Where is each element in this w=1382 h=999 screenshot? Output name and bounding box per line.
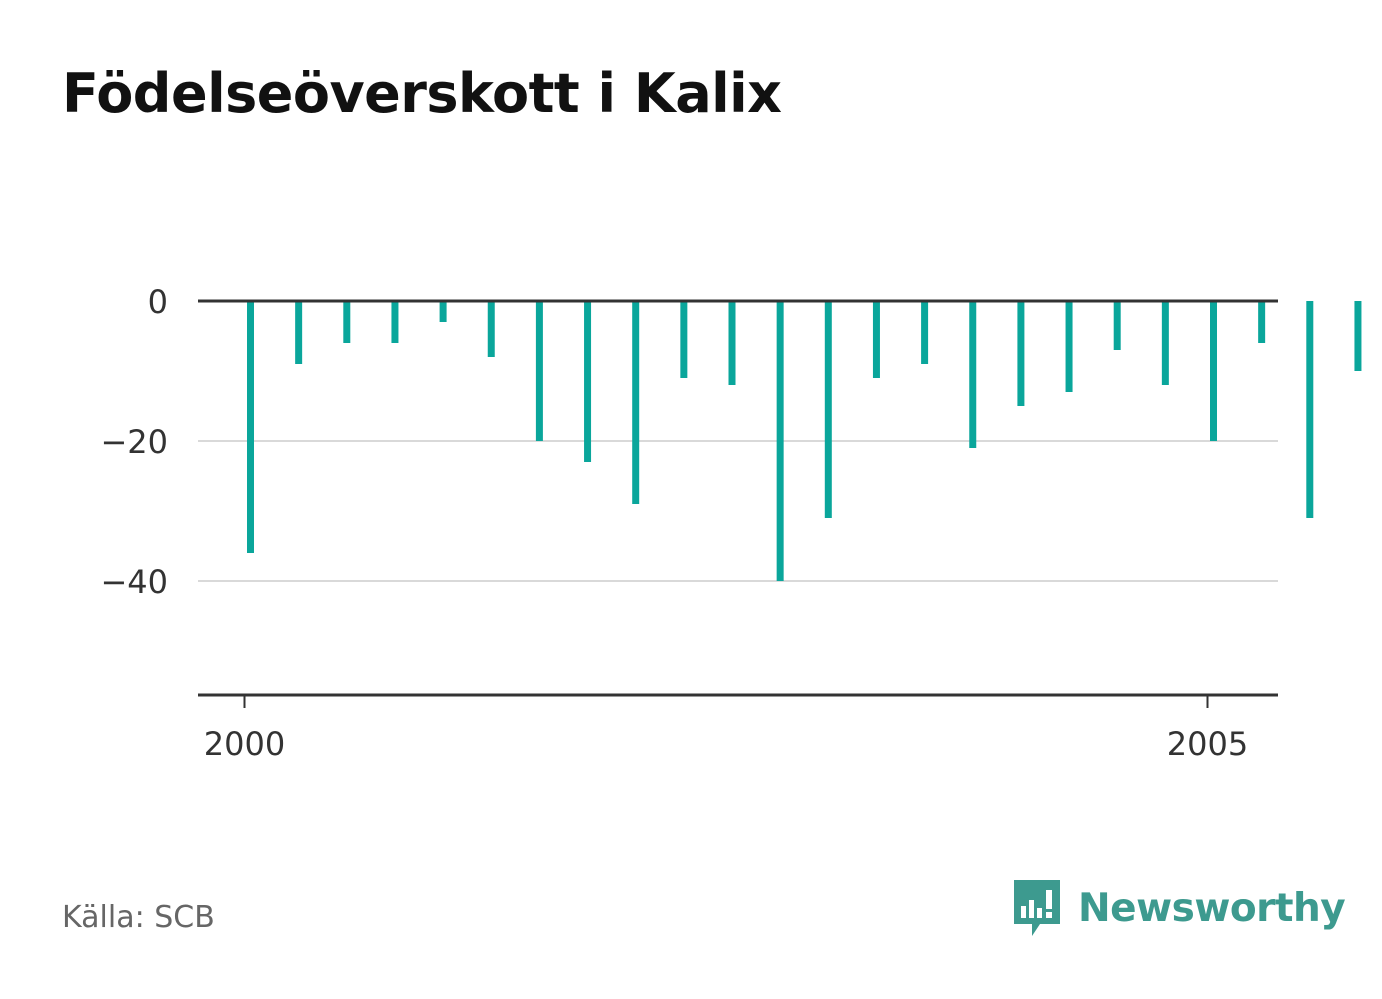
bar bbox=[824, 301, 832, 518]
y-tick-label: −20 bbox=[100, 423, 168, 461]
bar bbox=[969, 301, 977, 448]
bar-series bbox=[247, 301, 1362, 581]
bar bbox=[632, 301, 640, 504]
bar bbox=[1306, 301, 1314, 518]
brand-name: Newsworthy bbox=[1078, 885, 1346, 931]
bar bbox=[1065, 301, 1073, 392]
bar bbox=[535, 301, 543, 441]
y-axis-ticks: 0 −20 −40 bbox=[100, 283, 168, 601]
bar bbox=[1113, 301, 1121, 350]
bar bbox=[343, 301, 351, 343]
bar bbox=[439, 301, 447, 322]
bar bbox=[584, 301, 592, 462]
source-label: Källa: SCB bbox=[62, 900, 215, 935]
chart-title: Födelseöverskott i Kalix bbox=[62, 62, 782, 125]
bar bbox=[1017, 301, 1025, 406]
bar bbox=[728, 301, 736, 385]
bar bbox=[391, 301, 399, 343]
y-tick-label: −40 bbox=[100, 563, 168, 601]
bar bbox=[872, 301, 880, 378]
bar bbox=[1258, 301, 1266, 343]
bar bbox=[295, 301, 303, 364]
bar bbox=[776, 301, 784, 581]
x-tick-label: 2005 bbox=[1167, 725, 1248, 763]
brand-logo: Newsworthy bbox=[1012, 878, 1346, 938]
newsworthy-icon bbox=[1014, 880, 1060, 936]
x-axis-ticks: 200020052010201520202025 bbox=[204, 695, 1248, 763]
bar bbox=[1161, 301, 1169, 385]
x-tick-label: 2000 bbox=[204, 725, 285, 763]
bar bbox=[487, 301, 495, 357]
grid-lines bbox=[198, 440, 1278, 582]
bar bbox=[247, 301, 254, 553]
y-tick-label: 0 bbox=[148, 283, 168, 321]
bar bbox=[921, 301, 929, 364]
bar bbox=[1210, 301, 1217, 441]
bar bbox=[680, 301, 688, 378]
bar bbox=[1354, 301, 1362, 371]
